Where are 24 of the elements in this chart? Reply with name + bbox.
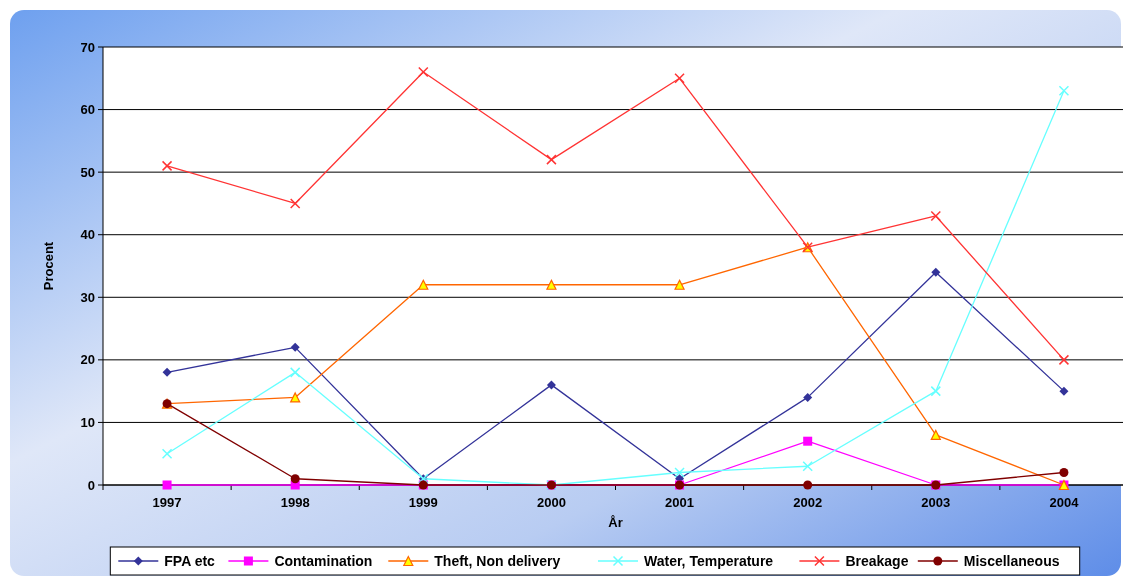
legend-label: Breakage [845, 552, 909, 569]
x-tick-label: 1998 [280, 495, 310, 510]
x-tick-label: 1999 [408, 495, 438, 510]
y-axis-title: Procent [41, 241, 56, 291]
y-tick-label: 60 [80, 102, 95, 118]
y-tick-label: 30 [80, 289, 95, 305]
y-tick-label: 10 [80, 414, 95, 430]
x-tick-label: 1997 [152, 495, 182, 510]
y-tick-label: 20 [80, 352, 95, 368]
legend-label: Contamination [274, 552, 373, 569]
x-axis-title: År [608, 515, 623, 530]
y-tick-label: 40 [80, 227, 95, 243]
legend-label: Miscellaneous [963, 552, 1060, 569]
x-tick-label: 2002 [793, 495, 823, 510]
legend-label: Theft, Non delivery [434, 552, 561, 569]
y-tick-label: 0 [87, 477, 95, 493]
y-tick-label: 50 [80, 164, 95, 180]
y-tick-label: 70 [80, 39, 95, 55]
x-tick-label: 2001 [665, 495, 695, 510]
x-tick-label: 2004 [1049, 495, 1080, 510]
legend-label: FPA etc [164, 552, 216, 569]
x-tick-label: 2000 [536, 495, 566, 510]
legend-label: Water, Temperature [644, 552, 774, 569]
x-tick-label: 2003 [921, 495, 951, 510]
